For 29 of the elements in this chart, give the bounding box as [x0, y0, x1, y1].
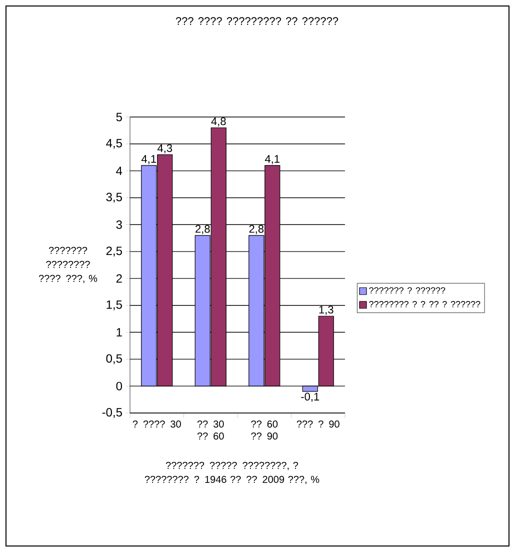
y-tick-label: 4 [116, 166, 122, 175]
x-tick-label: ??? ? 90 [296, 420, 340, 428]
x-tick-label: ?? 60 ?? 90 [251, 420, 278, 440]
x-tick-label: ? ???? 30 [132, 420, 181, 428]
legend-label: ???????? ? ? ?? ? ?????? [369, 300, 480, 308]
y-tick-label: 4,5 [106, 139, 122, 149]
y-tick-label: 1,5 [106, 300, 122, 310]
data-label: -0,1 [301, 392, 320, 402]
data-label: 4,1 [141, 155, 156, 164]
x-tick-label: ?? 30 ?? 60 [197, 420, 224, 440]
y-tick-label: 1 [116, 328, 122, 336]
y-tick-label: 2 [116, 274, 122, 283]
y-tick-label: 2,5 [106, 246, 122, 256]
x-axis-title: ??????? ????? ????????, ? ???????? ? 1946 ?? ?? 2009 ???, % [144, 462, 320, 484]
y-tick-label: 0,5 [106, 354, 122, 364]
y-tick-label: 0 [116, 382, 122, 390]
y-axis-title: ??????? ???????? ???? ???, % [38, 246, 98, 284]
legend-label: ??????? ? ?????? [369, 287, 446, 294]
y-tick-label: 3 [116, 220, 122, 229]
data-label: 4,8 [211, 117, 226, 126]
data-label: 2,8 [196, 225, 210, 234]
data-label: 4,3 [157, 144, 172, 154]
y-tick-label: -0,5 [102, 408, 122, 418]
y-tick-label: 5 [116, 112, 122, 122]
y-tick-label: 3,5 [106, 192, 122, 203]
data-label: 1,3 [319, 306, 334, 315]
chart-title: ??? ???? ????????? ?? ?????? [176, 17, 338, 25]
data-label: 2,8 [249, 225, 264, 234]
data-label: 4,1 [264, 155, 280, 164]
